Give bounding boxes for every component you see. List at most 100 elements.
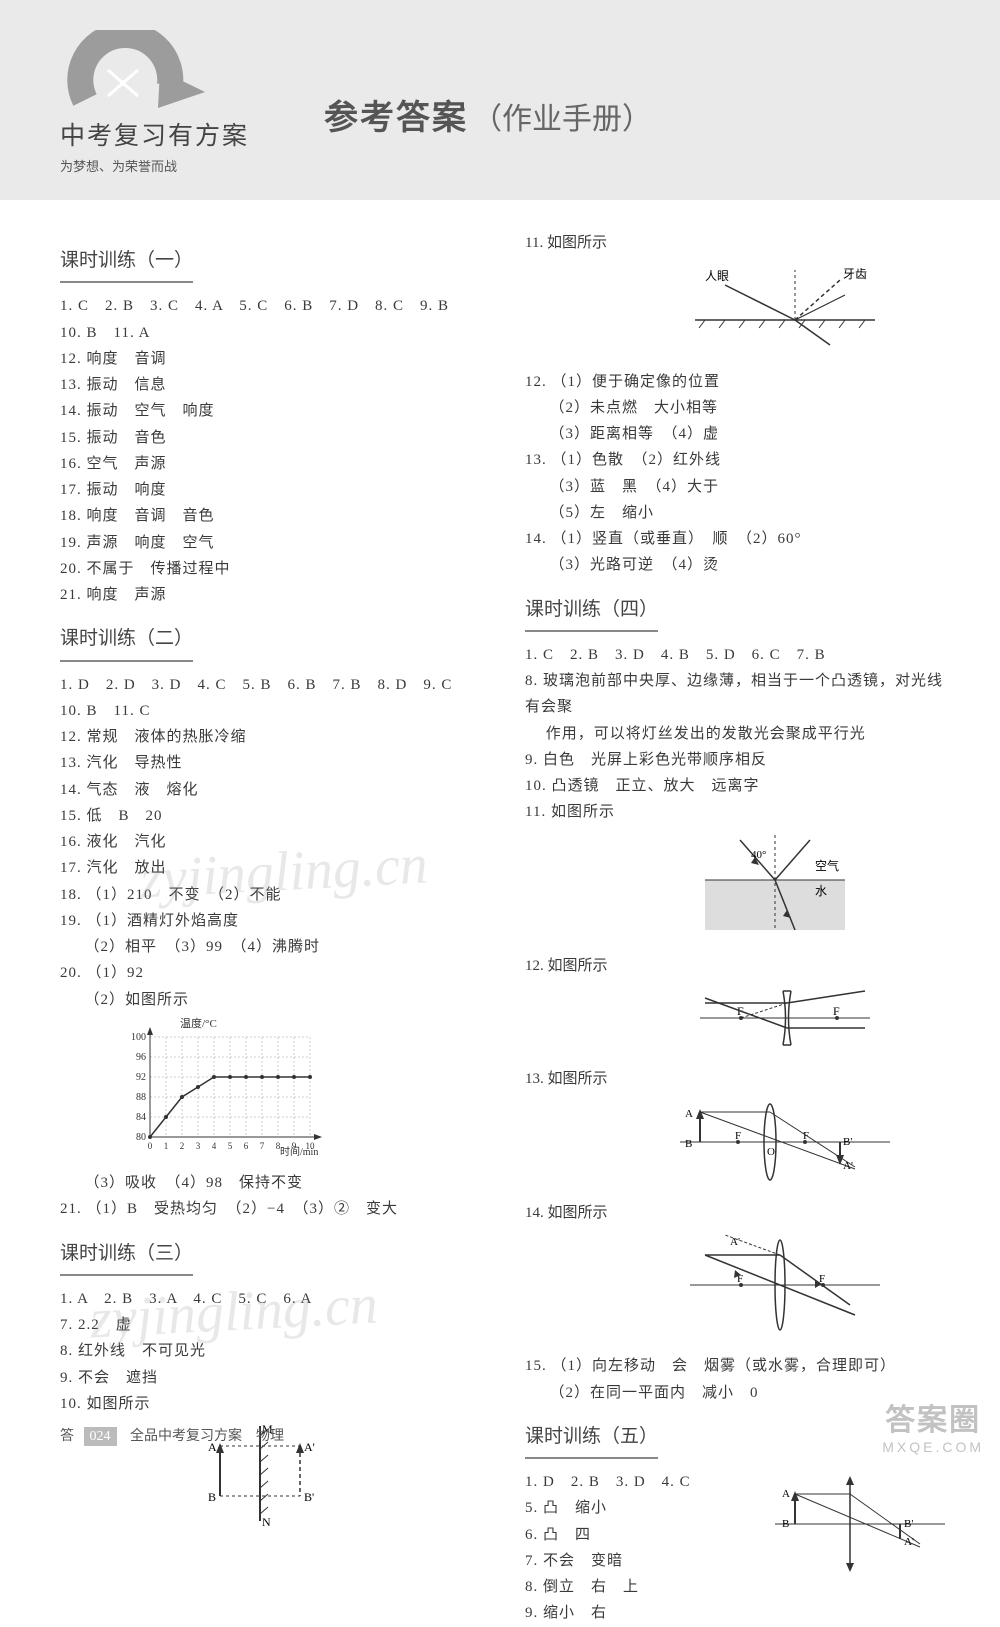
answer-line: 10. B 11. C <box>60 698 485 724</box>
footer-prefix: 答 <box>60 1429 74 1444</box>
svg-text:水: 水 <box>815 884 827 898</box>
answer-line: 8. 红外线 不可见光 <box>60 1338 485 1364</box>
svg-text:1: 1 <box>164 1141 169 1151</box>
svg-text:A': A' <box>730 1236 740 1248</box>
answer-line: 16. 空气 声源 <box>60 451 485 477</box>
answer-line: 13. 振动 信息 <box>60 372 485 398</box>
svg-text:B: B <box>685 1138 692 1150</box>
svg-text:B': B' <box>304 1490 314 1504</box>
answer-line: 1. A 2. B 3. A 4. C 5. C 6. A <box>60 1286 485 1312</box>
section-1-list: 1. C 2. B 3. C 4. A 5. C 6. B 7. D 8. C … <box>60 293 485 608</box>
svg-text:牙齿: 牙齿 <box>843 267 867 281</box>
main-subtitle: （作业手册） <box>472 103 652 136</box>
section-title-1: 课时训练（一） <box>60 244 193 283</box>
s4-item-12: 12. 如图所示 <box>525 953 950 979</box>
answer-line: 7. 2.2 虚 <box>60 1312 485 1338</box>
answer-line: 6. 凸 四 <box>525 1522 770 1548</box>
answer-line: 21. 响度 声源 <box>60 582 485 608</box>
answer-line: 14. 气态 液 熔化 <box>60 777 485 803</box>
content: 课时训练（一） 1. C 2. B 3. C 4. A 5. C 6. B 7.… <box>0 200 1000 1627</box>
s4-item-13: 13. 如图所示 <box>525 1066 950 1092</box>
r-item-11: 11. 如图所示 <box>525 230 950 256</box>
answer-line: 9. 不会 遮挡 <box>60 1365 485 1391</box>
svg-text:92: 92 <box>136 1072 146 1083</box>
answer-line: 20. （1）92 <box>60 960 485 986</box>
main-title: 参考答案 <box>324 100 468 137</box>
section-title-3: 课时训练（三） <box>60 1237 193 1276</box>
corner-small: MXQE.COM <box>882 1439 984 1455</box>
svg-text:时间/min: 时间/min <box>280 1145 318 1157</box>
svg-text:88: 88 <box>136 1092 146 1103</box>
concave-lens-figure: F F <box>695 983 950 1062</box>
answer-line: 14. 振动 空气 响度 <box>60 398 485 424</box>
answer-line: 19. 声源 响度 空气 <box>60 530 485 556</box>
answer-line: （2）未点燃 大小相等 <box>525 395 950 421</box>
svg-text:2: 2 <box>180 1141 185 1151</box>
svg-text:F: F <box>803 1130 809 1142</box>
svg-text:80: 80 <box>136 1132 146 1143</box>
svg-text:3: 3 <box>196 1141 201 1151</box>
svg-text:100: 100 <box>131 1032 146 1043</box>
lens-ray-figure-14: F F A' <box>685 1230 950 1349</box>
answer-line: （2）如图所示 <box>60 987 485 1013</box>
svg-text:5: 5 <box>228 1141 233 1151</box>
section-5-list: 1. D 2. B 3. D 4. C5. 凸 缩小6. 凸 四7. 不会 变暗… <box>525 1469 770 1627</box>
answer-line: 20. 不属于 传播过程中 <box>60 556 485 582</box>
answer-line: 13. 汽化 导热性 <box>60 750 485 776</box>
convex-lens-image-figure: A B F O F B' A' <box>675 1097 950 1196</box>
section-title-5: 课时训练（五） <box>525 1420 658 1459</box>
answer-line: 12. （1）便于确定像的位置 <box>525 369 950 395</box>
svg-text:B': B' <box>904 1518 913 1530</box>
corner-stamp: 答案圈 MXQE.COM <box>882 1395 984 1455</box>
svg-text:A: A <box>685 1108 693 1120</box>
logo-subtitle: 为梦想、为荣誉而战 <box>60 156 290 175</box>
answer-line: 9. 白色 光屏上彩色光带顺序相反 <box>525 747 950 773</box>
svg-text:A': A' <box>843 1160 853 1172</box>
section-2-list-b: （3）吸收 （4）98 保持不变21. （1）B 受热均匀 （2）−4 （3）②… <box>60 1170 485 1223</box>
answer-line: 10. B 11. A <box>60 320 485 346</box>
answer-line: 11. 如图所示 <box>525 799 950 825</box>
footer-text: 全品中考复习方案 物理 <box>130 1429 284 1444</box>
logo-area: 中考复习有方案 为梦想、为荣誉而战 <box>60 30 290 175</box>
corner-big: 答案圈 <box>882 1395 984 1439</box>
svg-text:0: 0 <box>148 1141 153 1151</box>
answer-line: 15. （1）向左移动 会 烟雾（或水雾，合理即可） <box>525 1353 950 1379</box>
answer-line: 10. 凸透镜 正立、放大 远离字 <box>525 773 950 799</box>
s4-item-14: 14. 如图所示 <box>525 1200 950 1226</box>
svg-text:4: 4 <box>212 1141 217 1151</box>
svg-text:O: O <box>767 1146 775 1158</box>
answer-line: （3）吸收 （4）98 保持不变 <box>60 1170 485 1196</box>
answer-line: 1. D 2. B 3. D 4. C <box>525 1469 770 1495</box>
section-3-list: 1. A 2. B 3. A 4. C 5. C 6. A7. 2.2 虚8. … <box>60 1286 485 1417</box>
answer-line: 8. 玻璃泡前部中央厚、边缘薄，相当于一个凸透镜，对光线有会聚 <box>525 668 950 721</box>
answer-line: （5）左 缩小 <box>525 500 950 526</box>
temperature-chart: 温度/°C <box>120 1017 485 1166</box>
answer-line: 1. D 2. D 3. D 4. C 5. B 6. B 7. B 8. D … <box>60 672 485 698</box>
answer-line: 1. C 2. B 3. C 4. A 5. C 6. B 7. D 8. C … <box>60 293 485 319</box>
footer-page-number: 024 <box>84 1427 117 1446</box>
answer-line: 8. 倒立 右 上 <box>525 1574 770 1600</box>
section-2-list-a: 1. D 2. D 3. D 4. C 5. B 6. B 7. B 8. D … <box>60 672 485 1013</box>
arrow-icon <box>60 30 210 110</box>
answer-line: 9. 缩小 右 <box>525 1600 770 1626</box>
svg-text:84: 84 <box>136 1112 146 1123</box>
answer-line: 15. 振动 音色 <box>60 425 485 451</box>
svg-text:40°: 40° <box>751 849 766 861</box>
main-title-area: 参考答案 （作业手册） <box>324 90 652 139</box>
eye-refraction-figure: 人眼 牙齿 <box>685 260 950 364</box>
right-pre-list: 12. （1）便于确定像的位置 （2）未点燃 大小相等 （3）距离相等 （4）虚… <box>525 369 950 579</box>
refraction-air-water-figure: 40° 空气 水 <box>695 830 950 949</box>
answer-line: 18. 响度 音调 音色 <box>60 503 485 529</box>
svg-text:7: 7 <box>260 1141 265 1151</box>
header-band: 中考复习有方案 为梦想、为荣誉而战 参考答案 （作业手册） <box>0 0 1000 200</box>
answer-line: （3）蓝 黑 （4）大于 <box>525 474 950 500</box>
svg-text:96: 96 <box>136 1052 146 1063</box>
section-title-4: 课时训练（四） <box>525 593 658 632</box>
svg-text:B: B <box>208 1490 216 1504</box>
answer-line: 18. （1）210 不变 （2）不能 <box>60 882 485 908</box>
answer-line: 15. 低 B 20 <box>60 803 485 829</box>
svg-text:A': A' <box>304 1440 315 1454</box>
answer-line: （2）相平 （3）99 （4）沸腾时 <box>60 934 485 960</box>
svg-text:B: B <box>782 1518 789 1530</box>
answer-line: （3）光路可逆 （4）烫 <box>525 552 950 578</box>
